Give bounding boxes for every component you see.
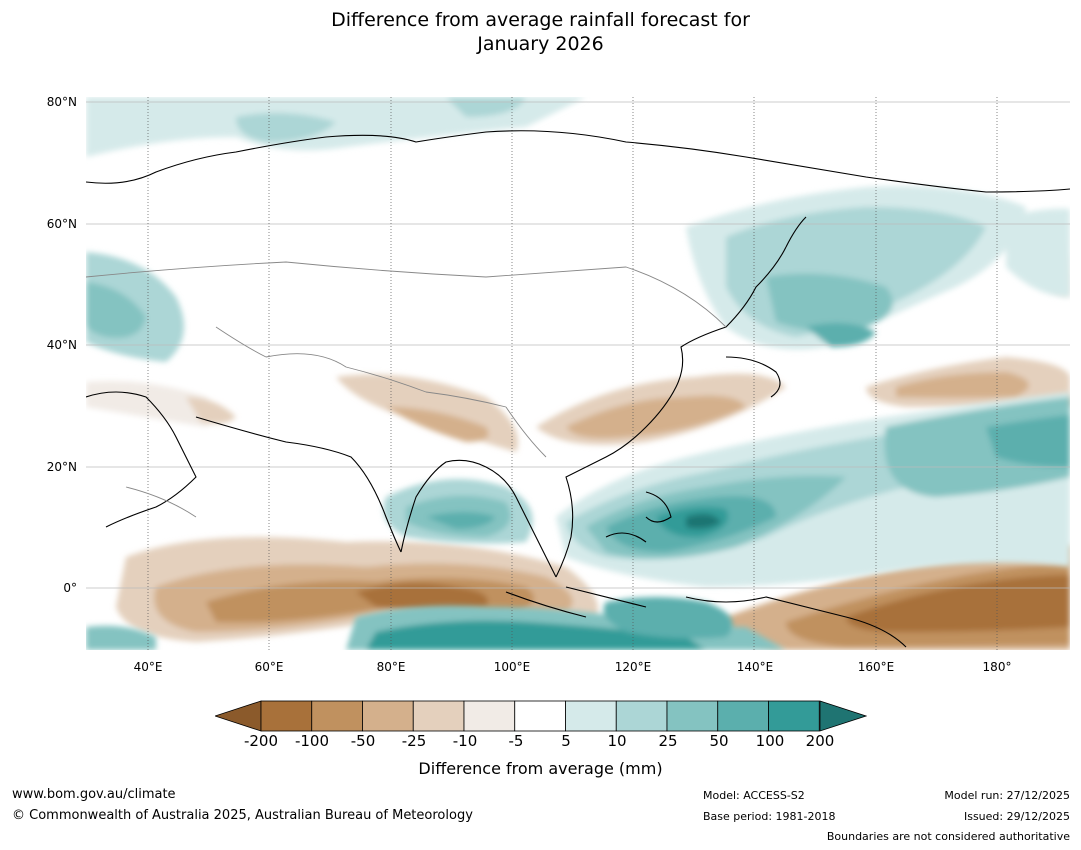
lon-label-160e: 160°E <box>857 660 895 674</box>
lat-label-20n: 20°N <box>46 460 77 474</box>
graticule-lon <box>147 97 998 650</box>
colorbar-tick-label: -5 <box>508 732 524 750</box>
lat-label-80n: 80°N <box>46 95 77 109</box>
copyright: © Commonwealth of Australia 2025, Austra… <box>12 808 473 823</box>
base-period: Base period: 1981-2018 <box>703 810 836 823</box>
colorbar-cell <box>311 700 363 732</box>
boundaries-disclaimer: Boundaries are not considered authoritat… <box>826 830 1070 843</box>
lat-label-0: 0° <box>63 581 77 595</box>
rainfall-anomaly-map <box>86 97 1070 650</box>
colorbar-cell <box>412 700 465 732</box>
colorbar <box>215 700 867 732</box>
colorbar-tick-label: 50 <box>709 732 729 750</box>
wet-anomaly-regions <box>86 97 1070 650</box>
chart-title: Difference from average rainfall forecas… <box>0 8 1081 56</box>
colorbar-tick-label: -10 <box>452 732 478 750</box>
coastlines <box>86 130 1070 648</box>
colorbar-tick-label: 200 <box>805 732 835 750</box>
map-svg <box>86 97 1070 650</box>
title-line-2: January 2026 <box>477 33 604 55</box>
colorbar-title: Difference from average (mm) <box>418 759 663 778</box>
colorbar-cell <box>717 700 769 732</box>
colorbar-cell <box>514 700 566 732</box>
colorbar-cell <box>768 700 820 732</box>
country-borders <box>86 261 727 518</box>
colorbar-tick-label: -50 <box>350 732 376 750</box>
lon-label-140e: 140°E <box>736 660 774 674</box>
lon-label-40e: 40°E <box>133 660 163 674</box>
colorbar-arrow-low <box>215 700 262 732</box>
colorbar-cell <box>615 700 668 732</box>
lon-label-80e: 80°E <box>376 660 406 674</box>
colorbar-tick-label: 5 <box>561 732 571 750</box>
lat-label-60n: 60°N <box>46 217 77 231</box>
lon-label-120e: 120°E <box>614 660 652 674</box>
colorbar-tick-label: 10 <box>607 732 627 750</box>
graticule-lat <box>86 101 1070 589</box>
lon-label-100e: 100°E <box>493 660 531 674</box>
colorbar-cell <box>463 700 516 732</box>
bom-url: www.bom.gov.au/climate <box>12 787 176 802</box>
colorbar-arrow-high <box>819 700 867 732</box>
issued-date: Issued: 29/12/2025 <box>963 810 1070 823</box>
colorbar-cell <box>666 700 719 732</box>
lon-label-180: 180° <box>982 660 1012 674</box>
model-run: Model run: 27/12/2025 <box>944 789 1070 802</box>
title-line-1: Difference from average rainfall forecas… <box>331 9 750 31</box>
lat-label-40n: 40°N <box>46 338 77 352</box>
lon-label-60e: 60°E <box>254 660 284 674</box>
colorbar-tick-label: -100 <box>294 732 330 750</box>
colorbar-tick-label: 100 <box>755 732 785 750</box>
colorbar-cell <box>565 700 617 732</box>
colorbar-cell <box>260 700 313 732</box>
colorbar-tick-label: -200 <box>243 732 279 750</box>
colorbar-tick-label: 25 <box>658 732 678 750</box>
colorbar-cell <box>362 700 414 732</box>
model-name: Model: ACCESS-S2 <box>703 789 805 802</box>
colorbar-tick-label: -25 <box>401 732 427 750</box>
